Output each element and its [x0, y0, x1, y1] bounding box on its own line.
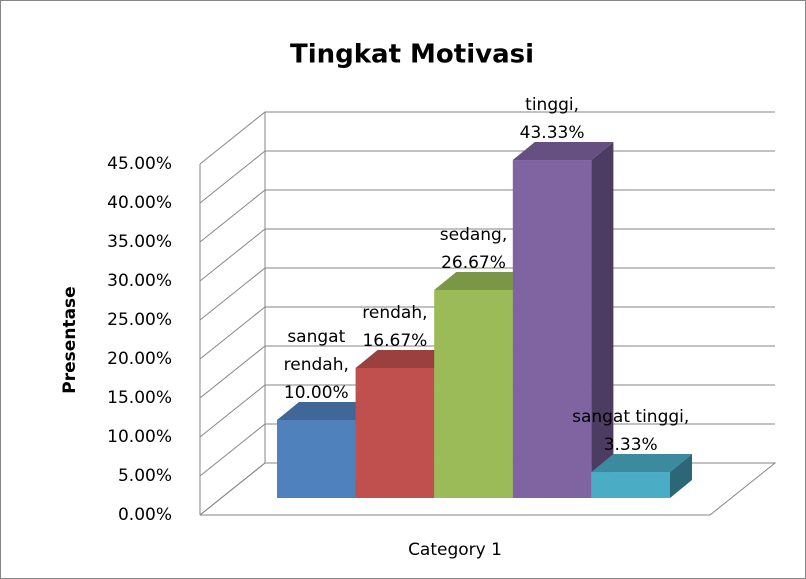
- grid-line: [199, 111, 775, 165]
- data-label: sedang, 26.67%: [440, 225, 508, 273]
- bar-front: [591, 472, 670, 498]
- y-tick-label: 15.00%: [107, 388, 172, 408]
- bar: [512, 142, 614, 498]
- chart-title: Tingkat Motivasi: [290, 40, 534, 70]
- bar-front: [277, 420, 356, 498]
- bar: [591, 454, 692, 498]
- data-label: tinggi, 43.33%: [520, 95, 585, 143]
- y-tick-label: 5.00%: [118, 466, 172, 486]
- x-tick-label: Category 1: [408, 540, 502, 560]
- data-label: sangat rendah, 10.00%: [284, 327, 349, 403]
- y-tick-label: 10.00%: [107, 427, 172, 447]
- bar-top: [512, 142, 614, 161]
- bar-top: [591, 454, 692, 473]
- y-tick-label: 35.00%: [107, 232, 172, 252]
- bar-front: [434, 289, 513, 498]
- y-axis-label: Presentase: [60, 286, 80, 393]
- y-tick-label: 30.00%: [107, 271, 172, 291]
- bar-top: [277, 402, 378, 420]
- bar-side: [670, 454, 692, 498]
- bar-front: [512, 160, 592, 498]
- y-tick-label: 25.00%: [107, 310, 172, 330]
- bar-top: [355, 349, 457, 368]
- bar-front: [355, 367, 435, 498]
- y-tick-label: 0.00%: [118, 505, 172, 525]
- bar-top: [434, 271, 535, 290]
- y-tick-label: 40.00%: [107, 193, 172, 213]
- bar-side: [591, 142, 614, 498]
- y-tick-label: 20.00%: [107, 349, 172, 369]
- y-tick-label: 45.00%: [107, 154, 172, 174]
- data-label: sangat tinggi, 3.33%: [572, 407, 689, 455]
- data-label: rendah, 16.67%: [362, 303, 427, 351]
